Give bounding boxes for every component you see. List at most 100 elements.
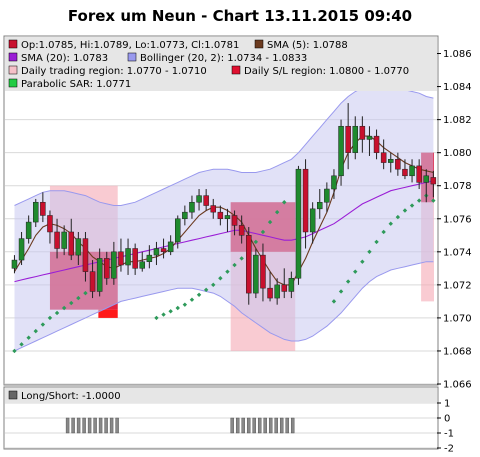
sar-point — [409, 203, 415, 208]
sar-point — [168, 309, 173, 314]
sar-point — [239, 256, 244, 261]
trading-region-swatch-icon — [8, 65, 18, 75]
sar-point — [416, 198, 422, 203]
sar-point — [225, 269, 230, 274]
candle-bull — [96, 258, 103, 292]
y-tick-label: 1.082 — [443, 115, 472, 126]
candle-bear — [40, 201, 46, 216]
long-short-panel: Long/Short: -1.0000 1 0 -1 -2 — [3, 386, 454, 455]
long-short-bar — [115, 417, 119, 434]
candle-bear — [231, 215, 238, 226]
long-short-bar — [93, 417, 97, 434]
sar-point — [267, 219, 273, 225]
sar-point — [12, 348, 17, 354]
long-short-bar — [230, 417, 234, 434]
sar-swatch-icon — [8, 78, 18, 88]
sar-point — [54, 310, 60, 316]
long-short-bar — [109, 417, 114, 434]
candle-bull — [196, 195, 202, 203]
long-short-bar — [268, 417, 273, 434]
long-short-bar — [65, 417, 70, 434]
sar-point — [282, 200, 287, 205]
lower-legend-background — [5, 388, 437, 403]
long-short-bar — [76, 417, 81, 434]
lower-y-tick-label: -2 — [444, 444, 454, 455]
sar-point — [161, 312, 166, 317]
main-plot-area: 1.066 1.068 1.070 1.072 1.074 1.076 1.078 1.080… — [3, 35, 472, 391]
sar-point — [203, 287, 209, 293]
sar-point — [47, 315, 53, 321]
sar-point — [260, 229, 266, 235]
sar-point — [395, 214, 401, 220]
long-short-legend-label: Long/Short: -1.0000 — [21, 391, 121, 402]
candle-bear — [246, 235, 252, 294]
legend-label: Daily S/L region: 1.0800 - 1.0770 — [244, 66, 409, 77]
candle-bull — [423, 175, 430, 183]
candle-bear — [380, 152, 387, 163]
sar-point — [431, 198, 436, 203]
candle-bear — [402, 168, 408, 177]
candle-bear — [68, 231, 75, 256]
long-short-bar — [82, 417, 86, 434]
candle-bear — [260, 254, 266, 289]
candle-bull — [274, 284, 280, 299]
candle-bear — [118, 251, 124, 266]
sar-point — [182, 302, 188, 307]
legend-label: SMA (20): 1.0783 — [21, 53, 108, 64]
candle-bear — [54, 231, 60, 249]
sar-point — [33, 328, 38, 334]
y-tick-label: 1.068 — [443, 346, 472, 357]
candle-bear — [160, 248, 167, 253]
y-tick-label: 1.074 — [443, 247, 472, 258]
long-short-swatch-icon — [8, 390, 18, 400]
candle-bear — [89, 271, 96, 292]
sar-point — [353, 269, 358, 274]
long-short-bar — [246, 417, 251, 434]
sar-point — [331, 299, 337, 304]
y-tick-label: 1.066 — [443, 380, 472, 391]
candle-bear — [203, 195, 209, 206]
long-short-bar — [274, 417, 278, 434]
legend-label: Daily trading region: 1.0770 - 1.0710 — [21, 66, 207, 77]
candle-bear — [302, 168, 309, 233]
lower-y-tick-label: -1 — [444, 429, 454, 440]
sar-point — [83, 290, 88, 296]
candle-bear — [416, 165, 422, 183]
candle-bull — [288, 277, 295, 292]
candle-bear — [359, 125, 366, 140]
legend-background — [5, 37, 437, 91]
candle-bull — [388, 159, 394, 163]
y-tick-label: 1.080 — [443, 148, 472, 159]
parabolic-sar — [12, 193, 436, 354]
sl-region-tail — [98, 309, 118, 318]
candle-bull — [153, 248, 160, 256]
y-tick-label: 1.078 — [443, 181, 472, 192]
y-tick-label: 1.072 — [443, 280, 472, 291]
legend-label: Op:1.0785, Hi:1.0789, Lo:1.0773, Cl:1.07… — [21, 40, 239, 51]
bollinger-lower-line — [14, 261, 434, 352]
candle-bull — [224, 215, 231, 220]
long-short-bar — [71, 417, 75, 434]
candle-bear — [430, 177, 437, 185]
candle-bear — [47, 215, 53, 233]
y-tick-label: 1.086 — [443, 49, 472, 60]
candle-bull — [309, 208, 316, 233]
candlesticks — [11, 103, 437, 305]
sar-point — [26, 335, 31, 340]
sar-point — [69, 300, 74, 306]
sar-point — [253, 239, 259, 245]
long-short-bar — [285, 417, 289, 434]
long-short-bar — [257, 417, 262, 434]
candle-bull — [338, 125, 344, 177]
candle-bear — [395, 159, 401, 170]
candle-bull — [175, 218, 181, 243]
sar-point — [367, 249, 372, 255]
y-tick-label: 1.084 — [443, 82, 472, 93]
sar-point — [189, 297, 195, 302]
sar-point — [381, 229, 386, 235]
long-short-bar — [98, 417, 103, 434]
long-short-bar — [235, 417, 240, 434]
long-short-bar — [290, 417, 295, 434]
candle-swatch-icon — [8, 39, 18, 49]
candle-bull — [331, 175, 337, 190]
